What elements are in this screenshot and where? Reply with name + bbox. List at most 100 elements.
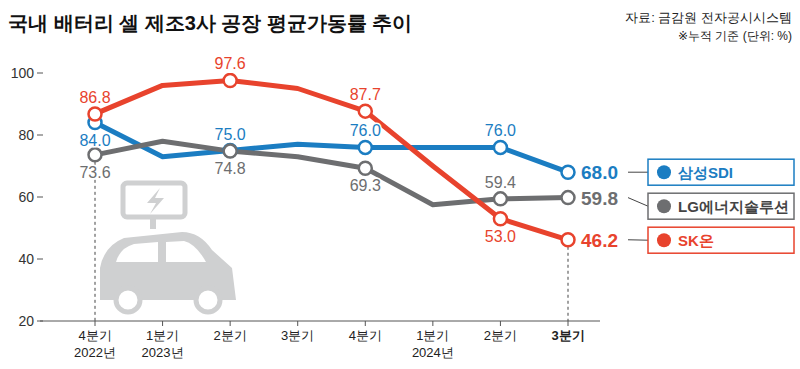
point-marker: [89, 148, 102, 161]
chart-root: 국내 배터리 셀 제조3사 공장 평균가동률 추이 자료: 금감원 전자공시시스템…: [0, 0, 800, 369]
y-tick: [37, 259, 43, 260]
y-tick: [37, 73, 43, 74]
point-marker: [494, 141, 507, 154]
data-label: 86.8: [79, 89, 110, 106]
x-tick-label-line: 1분기: [416, 328, 449, 343]
x-tick-label: 1분기 2023년: [142, 328, 184, 360]
x-tick: [365, 321, 366, 326]
title: 국내 배터리 셀 제조3사 공장 평균가동률 추이: [8, 12, 412, 34]
x-tick: [500, 321, 501, 326]
x-tick-label-line: 3분기: [281, 328, 314, 343]
legend-swatch: [657, 165, 671, 179]
data-label: 73.6: [79, 164, 110, 181]
point-marker: [562, 166, 575, 179]
point-marker: [494, 212, 507, 225]
legend-label: LG에너지솔루션: [678, 198, 789, 215]
x-tick-label-line: 4분기: [78, 328, 111, 343]
x-tick-label: 4분기 2022년: [74, 328, 116, 360]
x-tick: [230, 321, 231, 326]
y-tick: [37, 197, 43, 198]
car-wheel: [196, 288, 220, 312]
x-tick-label: 2분기: [484, 328, 517, 343]
point-marker: [89, 107, 102, 120]
point-marker: [359, 105, 372, 118]
x-tick-label: 1분기 2024년: [412, 328, 454, 360]
x-tick: [162, 321, 163, 326]
legend-connector: [628, 172, 648, 173]
x-axis: [40, 321, 600, 322]
point-marker: [562, 191, 575, 204]
x-tick: [95, 321, 96, 326]
x-tick-label-line: 2024년: [412, 345, 454, 360]
data-label: 68.0: [581, 162, 618, 183]
x-tick-label-line: 2분기: [484, 328, 517, 343]
labels: 86.8 84.0 73.6 97.6 75.0 74.8 87.7 76.0 69.3 76.0…: [79, 55, 618, 250]
y-tick-label: 80: [18, 127, 34, 143]
x-tick-label-line: 2분기: [214, 328, 247, 343]
source: 자료: 금감원 전자공시시스템: [625, 10, 792, 25]
data-label: 97.6: [215, 55, 246, 72]
data-label: 87.7: [350, 86, 381, 103]
y-tick-label: 60: [18, 189, 34, 205]
car-icon: [100, 183, 236, 312]
data-label: 75.0: [215, 126, 246, 143]
point-marker: [359, 162, 372, 175]
data-label: 69.3: [350, 177, 381, 194]
data-label: 53.0: [485, 228, 516, 245]
battery-sign: [123, 183, 185, 217]
legend-label: SK온: [678, 232, 714, 249]
guide-line: [95, 162, 96, 321]
x-tick: [432, 321, 433, 326]
point-marker: [224, 144, 237, 157]
data-label: 84.0: [79, 132, 110, 149]
plot-area: [89, 74, 575, 246]
chart-svg: 국내 배터리 셀 제조3사 공장 평균가동률 추이 자료: 금감원 전자공시시스템…: [0, 0, 800, 369]
x-tick: [297, 321, 298, 326]
series-line: [95, 141, 568, 205]
legend-box: [648, 227, 794, 253]
y-tick-label: 40: [18, 251, 34, 267]
point-marker: [494, 192, 507, 205]
point-marker: [562, 233, 575, 246]
x-tick-label-line: 3분기: [551, 328, 584, 343]
x-tick-label: 4분기: [349, 328, 382, 343]
legend-swatch: [657, 199, 671, 213]
bolt: [147, 188, 164, 214]
legend-item: SK온: [628, 227, 794, 253]
y-tick: [37, 135, 43, 136]
x-tick-label-line: 1분기: [146, 328, 179, 343]
legend-box: [648, 159, 794, 185]
point-marker: [359, 141, 372, 154]
legend-swatch: [657, 233, 671, 247]
x-tick-label: 2분기: [214, 328, 247, 343]
data-label: 59.4: [485, 174, 516, 191]
legend-label: 삼성SDI: [678, 164, 733, 181]
note: ※누적 기준 (단위: %): [678, 29, 792, 43]
legend-item: 삼성SDI: [628, 159, 794, 185]
data-label: 74.8: [215, 160, 246, 177]
guide-line: [568, 247, 569, 321]
car-window: [166, 241, 206, 262]
pole: [150, 217, 156, 229]
legend-box: [648, 193, 794, 219]
point-marker: [224, 74, 237, 87]
y-tick-label: 20: [18, 313, 34, 329]
x-tick-label-line: 2022년: [74, 345, 116, 360]
x-tick: [568, 321, 569, 326]
car-window: [116, 242, 158, 262]
car-wheel: [116, 288, 140, 312]
x-tick-label-line: 4분기: [349, 328, 382, 343]
legend-connector: [628, 198, 648, 207]
data-label: 59.8: [581, 188, 618, 209]
data-label: 76.0: [485, 122, 516, 139]
legend-connector: [628, 239, 648, 240]
data-label: 76.0: [350, 122, 381, 139]
x-tick-label-line: 2023년: [142, 345, 184, 360]
x-tick-label: 3분기: [281, 328, 314, 343]
point-marker: [224, 145, 237, 158]
y-tick-label: 100: [11, 65, 35, 81]
x-tick-label: 3분기: [551, 328, 584, 343]
series-line: [95, 80, 568, 239]
data-label: 46.2: [581, 230, 618, 251]
legend-item: LG에너지솔루션: [628, 193, 794, 219]
